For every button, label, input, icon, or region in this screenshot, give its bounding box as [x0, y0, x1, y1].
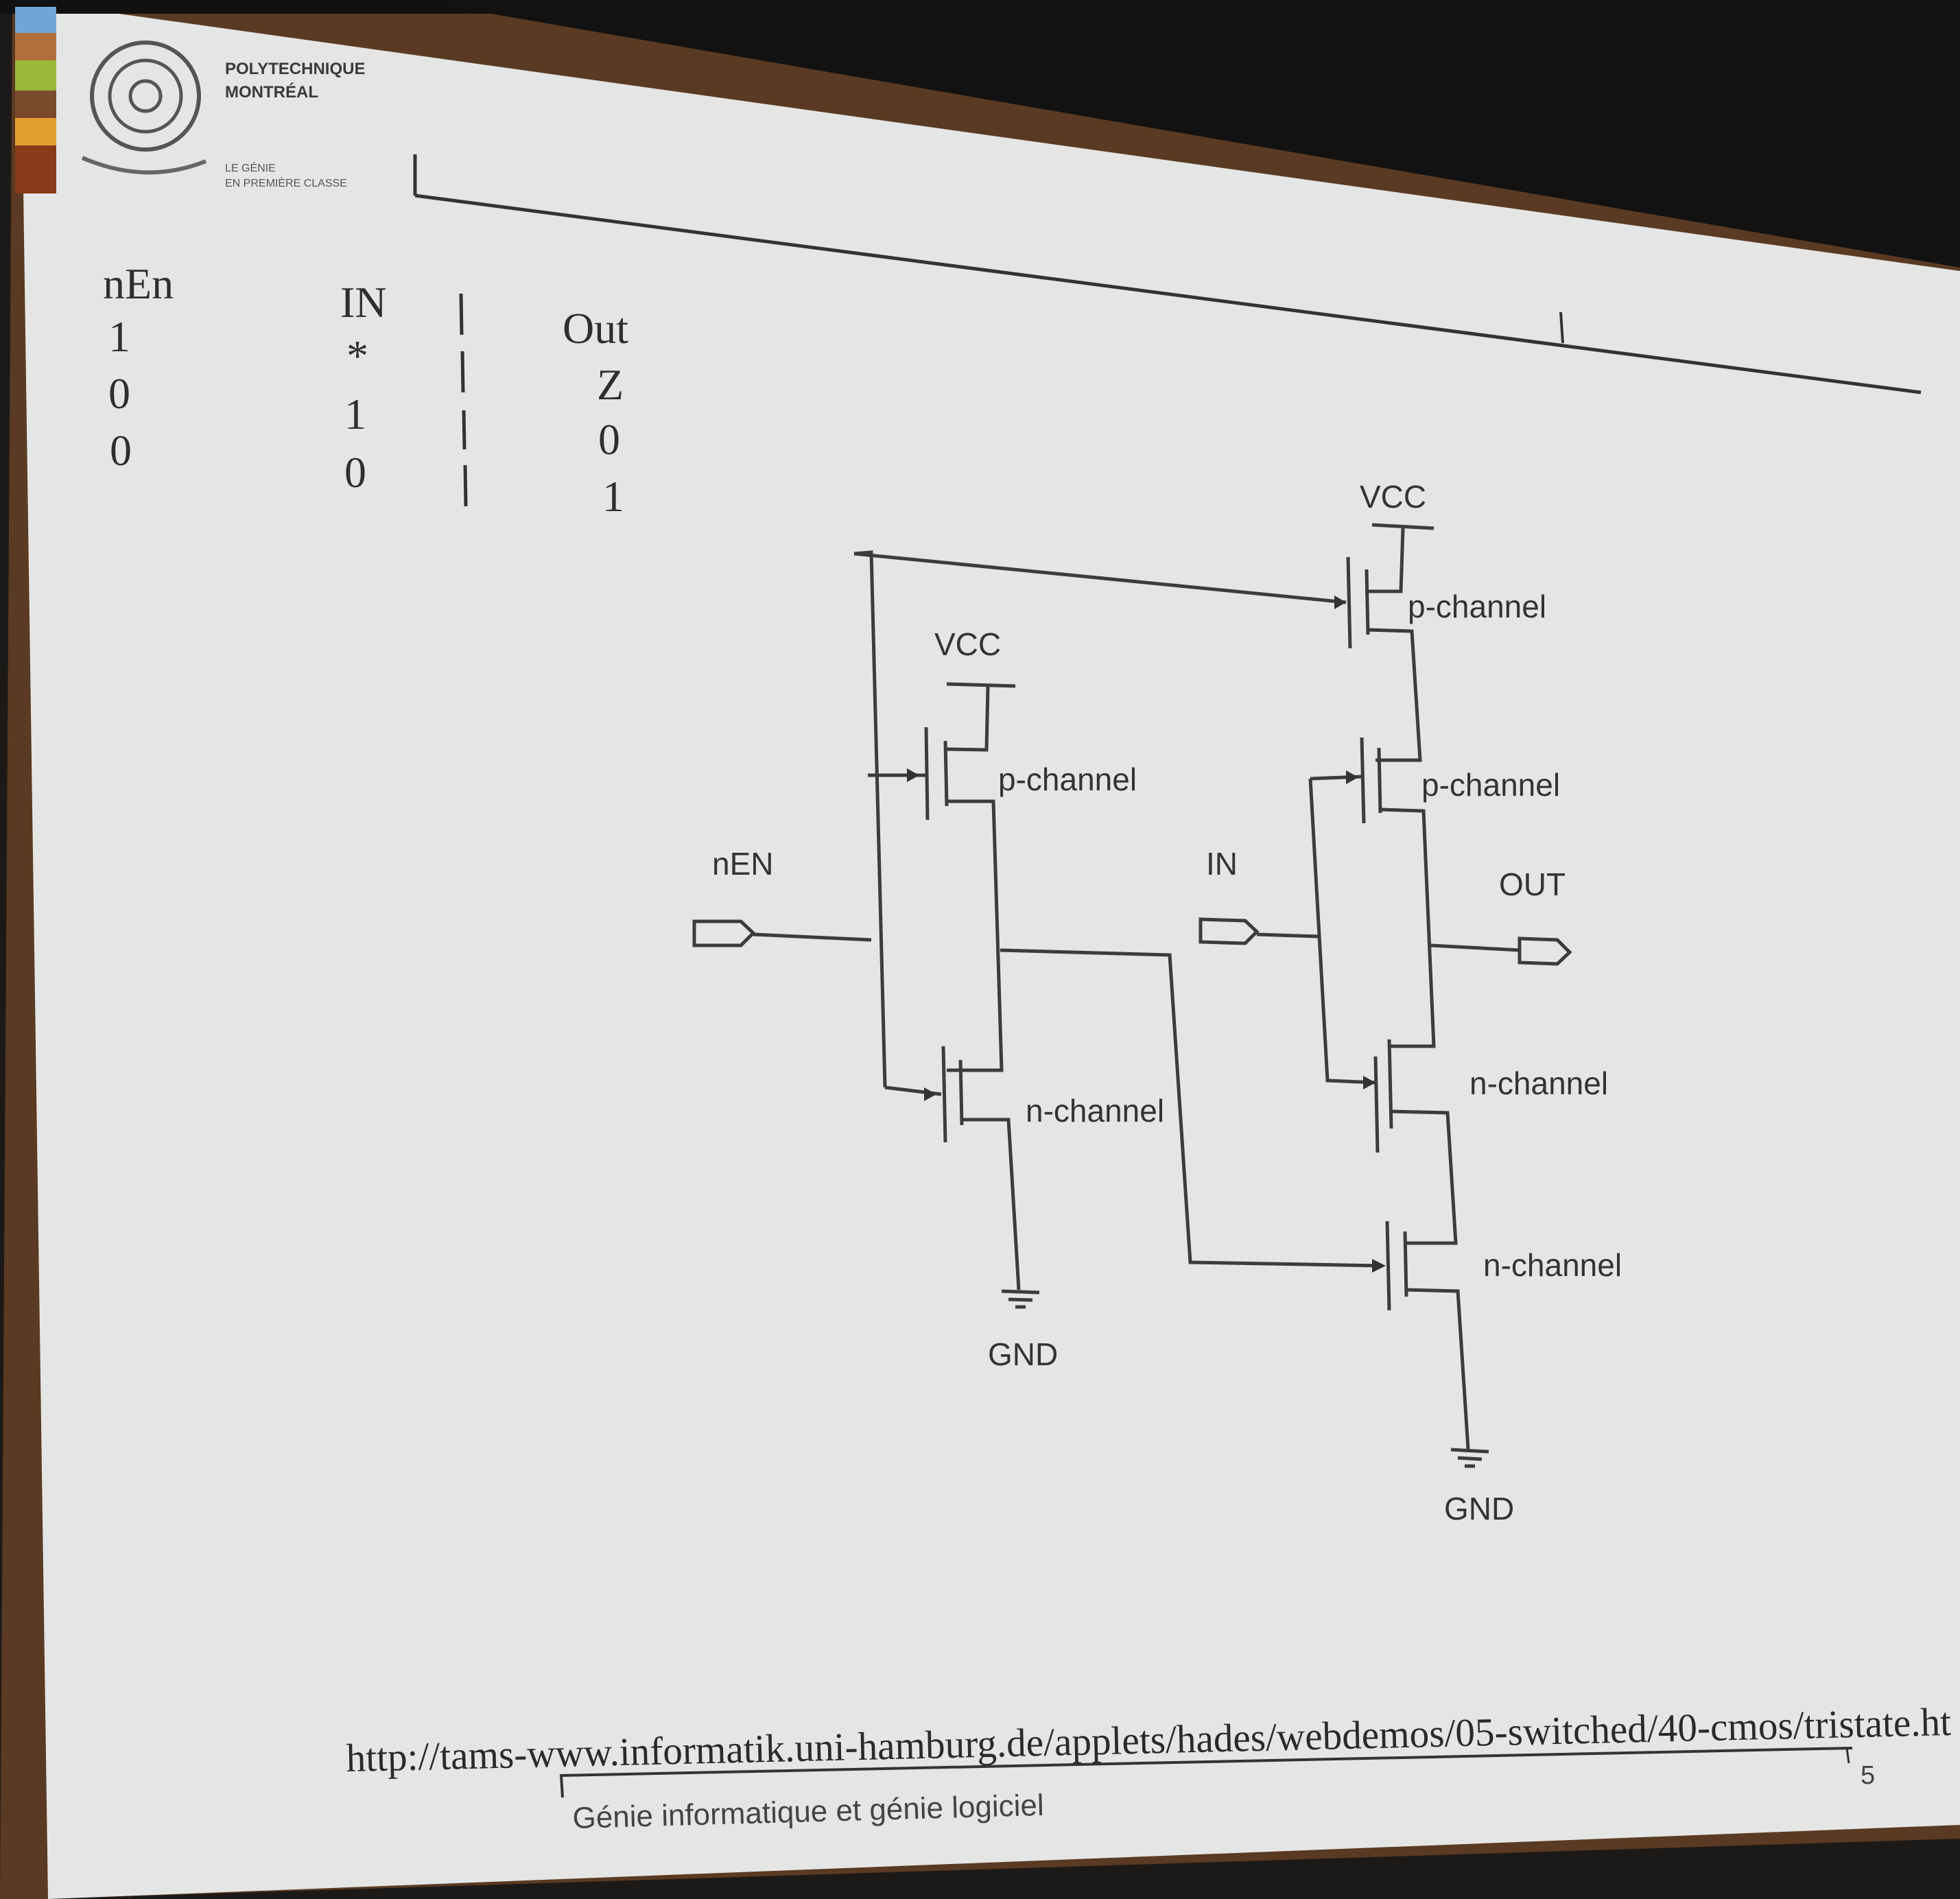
vcc-label-right: VCC [1360, 479, 1426, 515]
in-port-icon [1199, 917, 1260, 945]
footer-rule [559, 1747, 1853, 1798]
label-nch-mid: n-channel [1469, 1065, 1608, 1101]
gnd-label-right: GND [1444, 1491, 1514, 1526]
polytechnique-logo: POLYTECHNIQUE MONTRÉAL LE GÉNIE EN PREMI… [81, 40, 365, 189]
table-separator [459, 293, 468, 507]
seal-icon [90, 40, 201, 152]
header-nen: nEn [103, 259, 174, 308]
logo-line1: POLYTECHNIQUE [225, 60, 365, 78]
slide-surface [21, 0, 1960, 1899]
label-nch-bot: n-channel [1483, 1247, 1622, 1283]
truth-table: nEn IN Out 1 * Z 0 1 0 0 0 1 [103, 259, 628, 521]
vcc-label-left: VCC [934, 626, 1001, 662]
row3-nen: 0 [110, 426, 132, 475]
label-pch-top: p-channel [1408, 589, 1546, 624]
out-port-icon [1518, 936, 1572, 966]
row2-nen: 0 [108, 369, 130, 418]
label-in-port: IN [1206, 846, 1238, 882]
label-nen-port: nEN [712, 846, 773, 882]
row2-in: 1 [344, 390, 366, 438]
label-nch-inv: n-channel [1026, 1093, 1164, 1129]
page-number: 5 [1861, 1761, 1875, 1790]
row1-in: * [346, 331, 368, 380]
gnd-label-left: GND [988, 1336, 1058, 1372]
tristate-circuit: VCC VCC p-channel p-channel p-channel nE… [692, 479, 1622, 1526]
row1-nen: 1 [108, 312, 130, 361]
label-out-port: OUT [1499, 866, 1566, 902]
tagline-line1: LE GÉNIE [225, 161, 276, 174]
row3-out: 1 [602, 472, 624, 521]
row2-out: 0 [598, 415, 620, 464]
logo-line2: MONTRÉAL [225, 82, 318, 102]
nen-port-icon [692, 919, 756, 947]
color-stripe [15, 7, 56, 193]
ground-icon-left [1001, 1289, 1040, 1309]
label-pch-inv: p-channel [998, 762, 1137, 797]
tagline-line2: EN PREMIÈRE CLASSE [225, 176, 347, 189]
label-pch-mid: p-channel [1421, 767, 1560, 803]
header-out: Out [563, 304, 628, 353]
row3-in: 0 [344, 448, 366, 497]
nen-to-top-pmos [853, 552, 1347, 604]
ground-icon-right [1450, 1448, 1489, 1468]
header-rule [413, 154, 1922, 394]
header-in: IN [340, 278, 387, 327]
screen-top-edge [412, 0, 1960, 268]
row1-out: Z [597, 360, 624, 409]
